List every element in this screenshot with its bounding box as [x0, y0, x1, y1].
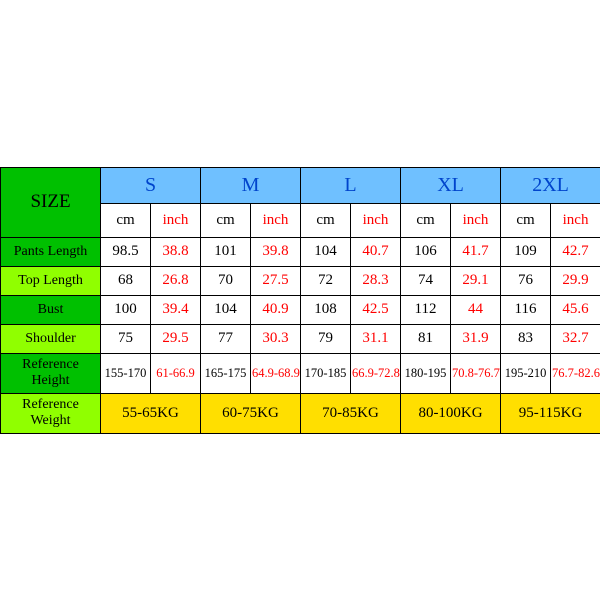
- row-ref-height: Reference Height 155-170 61-66.9 165-175…: [1, 353, 600, 393]
- cell-in: 66.9-72.8: [351, 353, 401, 393]
- cell-cm: 81: [401, 324, 451, 353]
- size-L: L: [301, 167, 401, 203]
- cell-cm: 108: [301, 295, 351, 324]
- cell-cm: 109: [501, 237, 551, 266]
- header-row-sizes: SIZE S M L XL 2XL: [1, 167, 600, 203]
- cell-weight: 55-65KG: [101, 393, 201, 433]
- row-shoulder: Shoulder 75 29.5 77 30.3 79 31.1 81 31.9…: [1, 324, 600, 353]
- cell-in: 26.8: [151, 266, 201, 295]
- cell-cm: 72: [301, 266, 351, 295]
- cell-in: 40.7: [351, 237, 401, 266]
- cell-cm: 76: [501, 266, 551, 295]
- cell-cm: 116: [501, 295, 551, 324]
- row-top-length: Top Length 68 26.8 70 27.5 72 28.3 74 29…: [1, 266, 600, 295]
- cell-in: 40.9: [251, 295, 301, 324]
- size-chart-table: SIZE S M L XL 2XL cm inch cm inch cm inc…: [0, 167, 600, 434]
- size-S: S: [101, 167, 201, 203]
- cell-cm: 104: [301, 237, 351, 266]
- cell-weight: 60-75KG: [201, 393, 301, 433]
- cell-in: 70.8-76.7: [451, 353, 501, 393]
- cell-cm: 112: [401, 295, 451, 324]
- cell-in: 44: [451, 295, 501, 324]
- cell-cm: 155-170: [101, 353, 151, 393]
- unit-inch: inch: [251, 203, 301, 237]
- corner-size-label: SIZE: [1, 167, 101, 237]
- cell-weight: 70-85KG: [301, 393, 401, 433]
- unit-inch: inch: [551, 203, 600, 237]
- cell-cm: 83: [501, 324, 551, 353]
- cell-in: 29.1: [451, 266, 501, 295]
- cell-in: 76.7-82.6: [551, 353, 600, 393]
- unit-cm: cm: [501, 203, 551, 237]
- cell-cm: 104: [201, 295, 251, 324]
- cell-in: 42.7: [551, 237, 600, 266]
- cell-in: 45.6: [551, 295, 600, 324]
- cell-cm: 165-175: [201, 353, 251, 393]
- unit-cm: cm: [301, 203, 351, 237]
- cell-cm: 70: [201, 266, 251, 295]
- row-pants-length: Pants Length 98.5 38.8 101 39.8 104 40.7…: [1, 237, 600, 266]
- cell-in: 38.8: [151, 237, 201, 266]
- label-pants-length: Pants Length: [1, 237, 101, 266]
- cell-in: 31.1: [351, 324, 401, 353]
- cell-weight: 95-115KG: [501, 393, 600, 433]
- cell-cm: 100: [101, 295, 151, 324]
- cell-in: 31.9: [451, 324, 501, 353]
- cell-in: 29.5: [151, 324, 201, 353]
- label-shoulder: Shoulder: [1, 324, 101, 353]
- cell-in: 61-66.9: [151, 353, 201, 393]
- unit-inch: inch: [351, 203, 401, 237]
- cell-cm: 170-185: [301, 353, 351, 393]
- cell-cm: 77: [201, 324, 251, 353]
- cell-cm: 98.5: [101, 237, 151, 266]
- size-M: M: [201, 167, 301, 203]
- cell-cm: 101: [201, 237, 251, 266]
- cell-in: 28.3: [351, 266, 401, 295]
- cell-in: 39.4: [151, 295, 201, 324]
- cell-in: 29.9: [551, 266, 600, 295]
- unit-inch: inch: [151, 203, 201, 237]
- cell-in: 41.7: [451, 237, 501, 266]
- unit-cm: cm: [201, 203, 251, 237]
- unit-inch: inch: [451, 203, 501, 237]
- cell-cm: 74: [401, 266, 451, 295]
- cell-in: 39.8: [251, 237, 301, 266]
- size-2XL: 2XL: [501, 167, 600, 203]
- cell-cm: 68: [101, 266, 151, 295]
- cell-in: 27.5: [251, 266, 301, 295]
- cell-cm: 180-195: [401, 353, 451, 393]
- label-top-length: Top Length: [1, 266, 101, 295]
- cell-cm: 79: [301, 324, 351, 353]
- label-bust: Bust: [1, 295, 101, 324]
- cell-in: 30.3: [251, 324, 301, 353]
- cell-weight: 80-100KG: [401, 393, 501, 433]
- unit-cm: cm: [101, 203, 151, 237]
- row-ref-weight: Reference Weight 55-65KG 60-75KG 70-85KG…: [1, 393, 600, 433]
- cell-cm: 195-210: [501, 353, 551, 393]
- size-chart-container: SIZE S M L XL 2XL cm inch cm inch cm inc…: [0, 167, 600, 434]
- size-XL: XL: [401, 167, 501, 203]
- cell-in: 42.5: [351, 295, 401, 324]
- label-ref-weight: Reference Weight: [1, 393, 101, 433]
- label-ref-height: Reference Height: [1, 353, 101, 393]
- cell-cm: 106: [401, 237, 451, 266]
- row-bust: Bust 100 39.4 104 40.9 108 42.5 112 44 1…: [1, 295, 600, 324]
- cell-in: 64.9-68.9: [251, 353, 301, 393]
- cell-in: 32.7: [551, 324, 600, 353]
- cell-cm: 75: [101, 324, 151, 353]
- unit-cm: cm: [401, 203, 451, 237]
